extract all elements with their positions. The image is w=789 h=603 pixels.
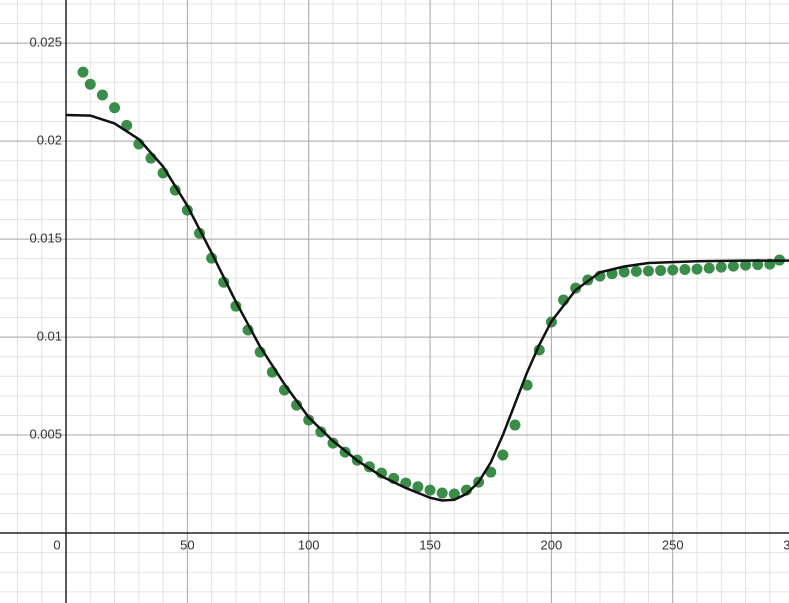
- data-point: [570, 282, 582, 294]
- data-point: [448, 488, 460, 500]
- data-point: [424, 484, 436, 496]
- data-point: [436, 487, 448, 499]
- data-point: [77, 66, 89, 78]
- x-tick-label: 250: [662, 537, 684, 552]
- data-point: [96, 89, 108, 101]
- data-point: [109, 102, 121, 114]
- data-point: [485, 466, 497, 478]
- x-tick-label: 100: [298, 537, 320, 552]
- x-tick-label: 150: [419, 537, 441, 552]
- x-tick-label: 0: [53, 537, 60, 552]
- data-point: [727, 260, 739, 272]
- x-tick-label: 200: [541, 537, 563, 552]
- data-point: [509, 419, 521, 431]
- data-point: [303, 414, 315, 426]
- fit-curve: [65, 113, 789, 502]
- data-point: [655, 264, 667, 276]
- y-tick-label: 0.005: [29, 426, 62, 441]
- data-point: [291, 399, 303, 411]
- scatter-series: [77, 66, 786, 500]
- data-point: [618, 266, 630, 278]
- data-point: [691, 263, 703, 275]
- x-tick-label: 300: [783, 537, 789, 552]
- data-point: [667, 264, 679, 276]
- data-point: [327, 437, 339, 449]
- x-tick-label: 50: [180, 537, 194, 552]
- data-point: [630, 265, 642, 277]
- y-tick-label: 0.025: [29, 35, 62, 50]
- data-point: [412, 481, 424, 493]
- data-point: [679, 263, 691, 275]
- data-point: [715, 261, 727, 273]
- y-tick-label: 0.015: [29, 231, 62, 246]
- y-tick-label: 0.01: [37, 329, 62, 344]
- data-point: [703, 262, 715, 274]
- y-tick-label: 0.02: [37, 133, 62, 148]
- data-point: [740, 259, 752, 271]
- data-point: [497, 449, 509, 461]
- data-point: [315, 426, 327, 438]
- data-point: [84, 78, 96, 90]
- data-point: [642, 265, 654, 277]
